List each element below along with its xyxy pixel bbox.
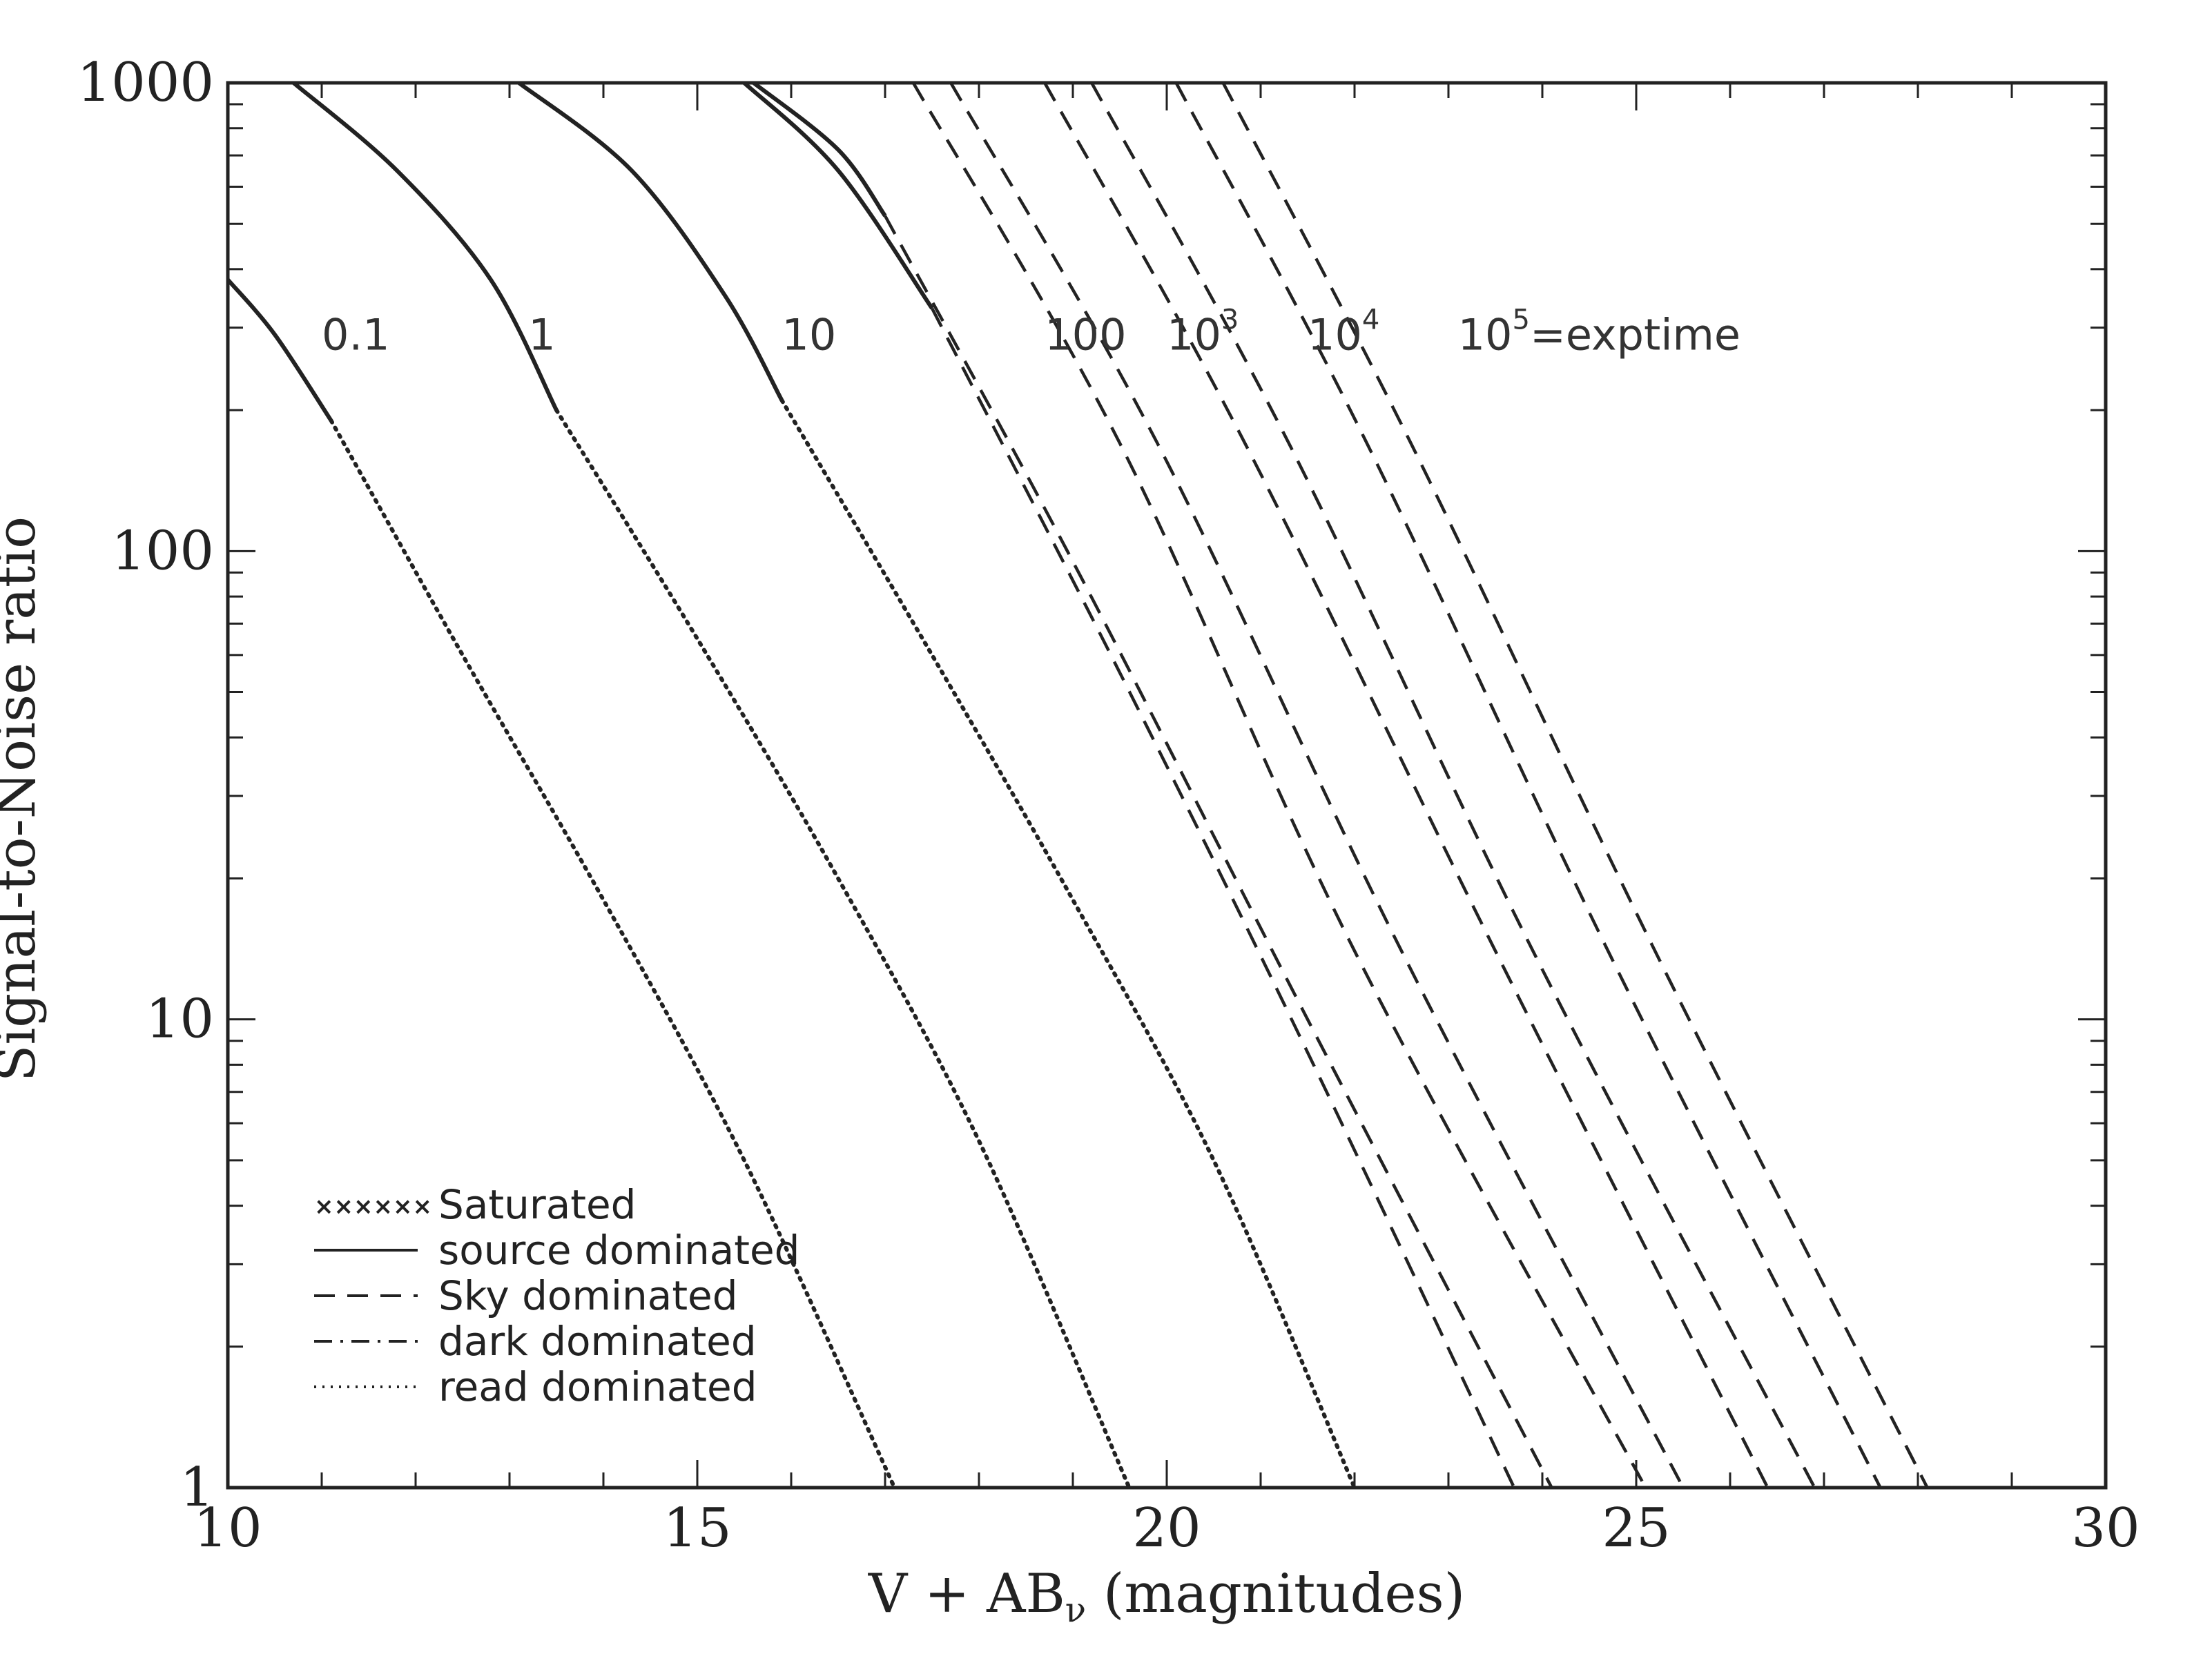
curve-labels: 0.1 1 10 100 103 104 105=exptime [322, 304, 1740, 360]
y-tick-label: 1000 [77, 52, 214, 114]
dotted-segment [779, 398, 1357, 1488]
snr-curve [1043, 83, 1769, 1488]
axis-ticks [226, 81, 2107, 1489]
exptime-label: 1 [528, 310, 555, 360]
exptime-label: 100 [1045, 310, 1126, 360]
x-axis-title: V + ABν (magnitudes) [868, 1563, 1465, 1630]
curves [228, 83, 1929, 1488]
y-axis-title: Signal-to-Noise ratio [0, 516, 48, 1082]
solid-segment [517, 83, 784, 402]
legend-label: Sky dominated [438, 1272, 738, 1319]
dashed-segment [911, 83, 1647, 1488]
snr-curve [1090, 83, 1816, 1488]
x-tick-label: 25 [1602, 1497, 1670, 1559]
legend-item: ×××××× Saturated [314, 1181, 637, 1228]
legend-item: source dominated [314, 1227, 800, 1274]
dashed-segment [884, 215, 1553, 1488]
solid-segment [742, 83, 934, 310]
exptime-label: 104 [1308, 304, 1379, 360]
y-tick-label: 10 [146, 989, 214, 1051]
x-tick-label: 30 [2071, 1497, 2140, 1559]
legend-label: read dominated [438, 1363, 757, 1410]
snr-curve [742, 83, 1516, 1488]
solid-segment [292, 83, 559, 411]
legend-label: Saturated [438, 1181, 637, 1228]
legend-item: Sky dominated [314, 1272, 738, 1319]
snr-curve [752, 83, 1553, 1488]
legend-label: dark dominated [438, 1318, 757, 1365]
legend-label: source dominated [438, 1227, 800, 1274]
dotted-segment [554, 408, 1132, 1488]
solid-segment [228, 278, 333, 422]
x-tick-label: 10 [193, 1497, 262, 1559]
solid-segment [752, 83, 887, 217]
exptime-label: 103 [1167, 304, 1239, 360]
snr-curve [949, 83, 1685, 1488]
snr-curve [292, 83, 1132, 1488]
dashed-segment [1174, 83, 1882, 1488]
dotted-segment [329, 418, 897, 1488]
snr-curve [228, 278, 897, 1488]
plot-frame [226, 81, 2108, 1490]
exptime-label: 0.1 [322, 310, 390, 360]
dashed-segment [1043, 83, 1769, 1488]
exptime-label: 10 [782, 310, 836, 360]
x-tick-label: 15 [663, 1497, 731, 1559]
dashed-segment [1221, 83, 1929, 1488]
x-tick-label: 20 [1132, 1497, 1201, 1559]
snr-curve [1221, 83, 1929, 1488]
y-tick-label: 1 [180, 1457, 214, 1519]
dashed-segment [949, 83, 1685, 1488]
snr-curve [517, 83, 1357, 1488]
legend-swatch-saturated: ×××××× [314, 1193, 432, 1220]
snr-curve [1174, 83, 1882, 1488]
dashed-segment [930, 307, 1516, 1488]
exptime-label: 105=exptime [1458, 304, 1741, 360]
dashed-segment [1090, 83, 1816, 1488]
legend-item: dark dominated [314, 1318, 757, 1365]
snr-curve [911, 83, 1647, 1488]
legend-item: read dominated [314, 1363, 757, 1410]
y-tick-label: 100 [111, 520, 214, 582]
